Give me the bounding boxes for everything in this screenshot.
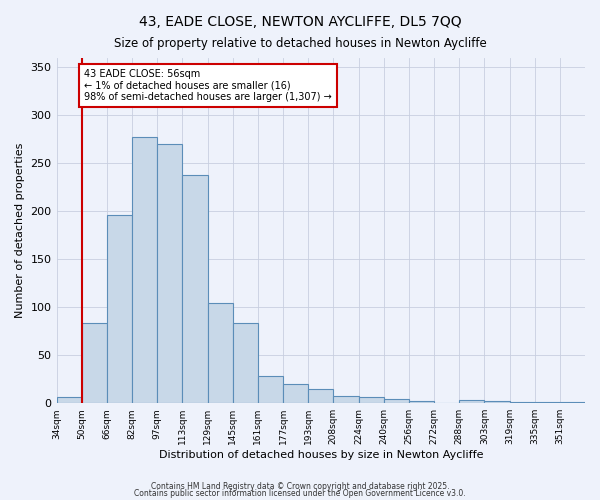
Bar [383,400,409,403]
Bar [560,402,585,403]
Text: Contains public sector information licensed under the Open Government Licence v3: Contains public sector information licen… [134,490,466,498]
Bar [107,215,132,403]
Bar [308,389,334,403]
Bar [283,384,308,403]
Text: Size of property relative to detached houses in Newton Aycliffe: Size of property relative to detached ho… [113,38,487,51]
Bar [182,174,208,403]
Bar [82,322,107,403]
Text: 43, EADE CLOSE, NEWTON AYCLIFFE, DL5 7QQ: 43, EADE CLOSE, NEWTON AYCLIFFE, DL5 7QQ [139,15,461,29]
Bar [409,402,434,403]
Bar [459,400,484,403]
X-axis label: Distribution of detached houses by size in Newton Aycliffe: Distribution of detached houses by size … [158,450,483,460]
Bar [509,402,535,403]
Bar [359,398,383,403]
Bar [334,396,359,403]
Bar [535,402,560,403]
Bar [208,304,233,403]
Y-axis label: Number of detached properties: Number of detached properties [15,142,25,318]
Bar [484,402,509,403]
Bar [258,376,283,403]
Bar [233,322,258,403]
Bar [157,144,182,403]
Bar [132,137,157,403]
Bar [56,398,82,403]
Text: Contains HM Land Registry data © Crown copyright and database right 2025.: Contains HM Land Registry data © Crown c… [151,482,449,491]
Text: 43 EADE CLOSE: 56sqm
← 1% of detached houses are smaller (16)
98% of semi-detach: 43 EADE CLOSE: 56sqm ← 1% of detached ho… [84,69,332,102]
